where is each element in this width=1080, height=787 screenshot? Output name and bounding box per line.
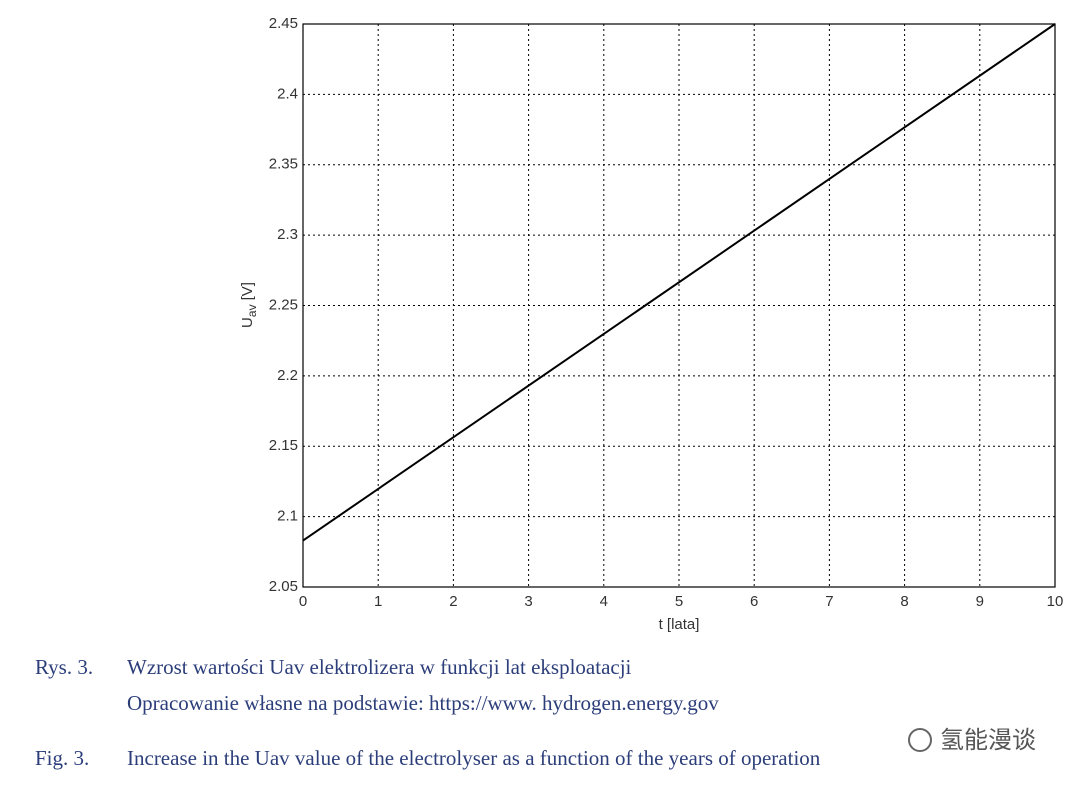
x-tick-label: 6 [750,593,758,610]
x-axis-label: t [lata] [659,616,700,633]
data-line [302,23,1056,542]
y-axis-label: Uav [V] [239,282,259,328]
y-tick-label: 2.05 [269,578,298,595]
x-tick-label: 10 [1047,593,1064,610]
x-tick-label: 8 [900,593,908,610]
caption-number: Rys. 3. [35,655,93,679]
x-tick-label: 3 [524,593,532,610]
caption-source: Opracowanie własne na podstawie: https:/… [127,691,719,715]
y-tick-label: 2.35 [269,156,298,173]
y-tick-label: 2.2 [277,367,298,384]
y-label-main: U [239,317,256,328]
y-tick-label: 2.25 [269,296,298,313]
caption-number-en: Fig. 3. [35,746,89,770]
x-tick-label: 5 [675,593,683,610]
y-label-unit: [V] [239,282,256,300]
x-tick-label: 2 [449,593,457,610]
y-tick-label: 2.4 [277,85,298,102]
y-tick-label: 2.15 [269,437,298,454]
caption-text-en: Increase in the Uav value of the electro… [127,746,821,770]
y-tick-label: 2.45 [269,15,298,32]
watermark-icon [908,728,932,752]
y-label-sub: av [245,304,259,317]
x-tick-label: 7 [825,593,833,610]
x-tick-label: 4 [600,593,608,610]
x-tick-label: 9 [976,593,984,610]
caption-text: Wzrost wartości Uav elektrolizera w funk… [127,655,632,679]
plot-frame [302,23,1056,588]
y-tick-label: 2.3 [277,226,298,243]
x-tick-label: 1 [374,593,382,610]
y-tick-label: 2.1 [277,508,298,525]
watermark: 氢能漫谈 [940,726,1036,754]
x-tick-label: 0 [299,593,307,610]
